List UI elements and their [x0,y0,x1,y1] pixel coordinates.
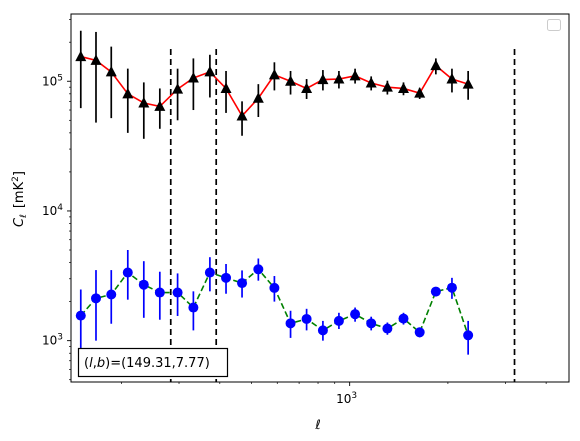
data-point-circle [269,282,280,293]
data-point-triangle [349,69,361,81]
data-point-circle [253,264,264,275]
data-point-triangle [236,109,248,121]
data-point-triangle [138,96,150,108]
data-point-triangle [268,68,280,80]
series-2 [75,249,474,355]
data-point-triangle [220,82,232,93]
plot-area [71,14,569,382]
y-tick-label: 105 [42,73,63,88]
data-point-circle [446,282,457,293]
data-point-circle [172,287,183,298]
data-point-circle [221,272,232,283]
data-point-circle [90,293,101,304]
data-point-triangle [333,73,345,84]
data-point-triangle [187,71,199,83]
data-point-triangle [252,92,264,103]
legend-box [547,19,561,31]
data-point-circle [237,278,248,289]
data-point-triangle [397,82,409,93]
data-point-circle [138,279,149,290]
y-tick-label: 104 [42,203,63,218]
data-point-triangle [172,83,184,94]
data-point-triangle [446,73,458,84]
data-point-circle [398,313,409,324]
data-point-triangle [105,65,117,77]
data-point-triangle [75,50,87,62]
data-point-circle [106,289,117,300]
data-point-triangle [414,87,426,98]
y-tick-label: 103 [42,333,63,348]
data-point-circle [122,267,133,278]
data-point-triangle [122,87,134,99]
x-tick-label: 103 [336,391,357,406]
annotation-text: (l,b)=(149.31,7.77) [84,356,210,371]
plot-frame [70,13,570,383]
data-point-triangle [381,81,393,92]
data-point-triangle [285,75,297,86]
y-axis-label: Cℓ[mK2] [11,171,29,227]
data-point-circle [414,327,425,338]
series-1 [75,30,474,139]
series-layer [75,30,474,355]
data-point-circle [301,313,312,324]
data-point-circle [463,330,474,341]
data-point-circle [154,287,165,298]
data-point-triangle [462,78,474,89]
data-point-triangle [154,100,166,111]
data-point-circle [204,267,215,278]
data-point-circle [333,315,344,326]
vertical-reference-lines [169,49,516,382]
annotation-box [77,347,229,378]
data-point-triangle [90,54,102,65]
data-point-triangle [317,73,329,85]
data-point-circle [285,318,296,329]
data-point-triangle [301,82,313,93]
data-point-circle [350,309,361,320]
data-point-triangle [430,59,442,71]
x-axis-label: ℓ [314,418,320,433]
data-point-triangle [365,76,377,88]
data-point-circle [382,323,393,334]
data-point-triangle [204,65,216,77]
data-point-circle [75,310,86,321]
data-point-circle [188,302,199,313]
data-point-circle [366,318,377,329]
data-point-circle [317,325,328,336]
data-point-circle [430,286,441,297]
